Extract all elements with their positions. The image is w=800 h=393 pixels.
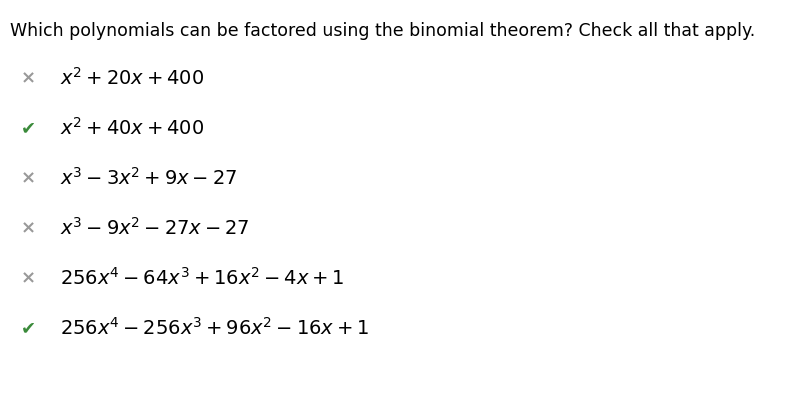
Text: $x^3 - 3x^2 + 9x - 27$: $x^3 - 3x^2 + 9x - 27$ — [60, 167, 237, 189]
Text: $256x^4 - 64x^3 + 16x^2 - 4x + 1$: $256x^4 - 64x^3 + 16x^2 - 4x + 1$ — [60, 267, 344, 289]
Text: $x^2 + 40x + 400$: $x^2 + 40x + 400$ — [60, 117, 204, 139]
Text: ×: × — [21, 169, 35, 187]
Text: ✔: ✔ — [21, 119, 35, 137]
Text: ×: × — [21, 219, 35, 237]
Text: ×: × — [21, 69, 35, 87]
Text: Which polynomials can be factored using the binomial theorem? Check all that app: Which polynomials can be factored using … — [10, 22, 755, 40]
Text: $x^3 - 9x^2 - 27x - 27$: $x^3 - 9x^2 - 27x - 27$ — [60, 217, 250, 239]
Text: $x^2 + 20x + 400$: $x^2 + 20x + 400$ — [60, 67, 204, 89]
Text: $256x^4 - 256x^3 + 96x^2 - 16x + 1$: $256x^4 - 256x^3 + 96x^2 - 16x + 1$ — [60, 317, 369, 339]
Text: ✔: ✔ — [21, 319, 35, 337]
Text: ×: × — [21, 269, 35, 287]
